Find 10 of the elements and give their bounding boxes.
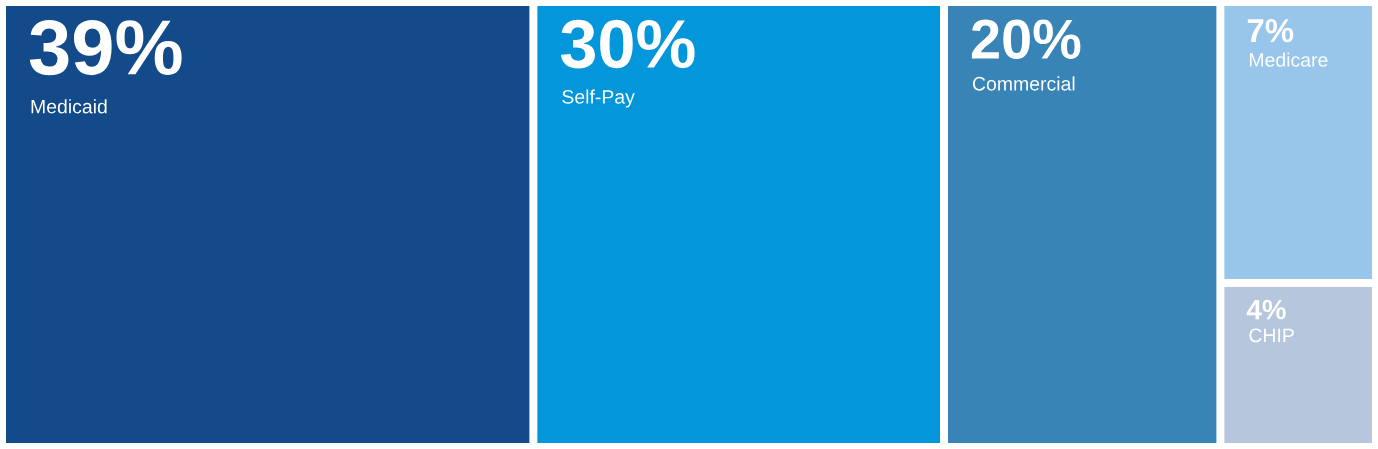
data-label: 4% — [1246, 299, 1286, 320]
category-label: CHIP — [1249, 328, 1294, 343]
category-label: Self-Pay — [562, 89, 635, 108]
category-label: Commercial — [972, 76, 1075, 91]
category-label: Medicaid — [31, 99, 107, 114]
data-label: 30% — [560, 19, 695, 69]
data-label: 7% — [1247, 18, 1294, 43]
data-label: 20% — [971, 19, 1081, 60]
data-label: 39% — [29, 20, 182, 76]
category-label: Medicare — [1249, 52, 1328, 67]
